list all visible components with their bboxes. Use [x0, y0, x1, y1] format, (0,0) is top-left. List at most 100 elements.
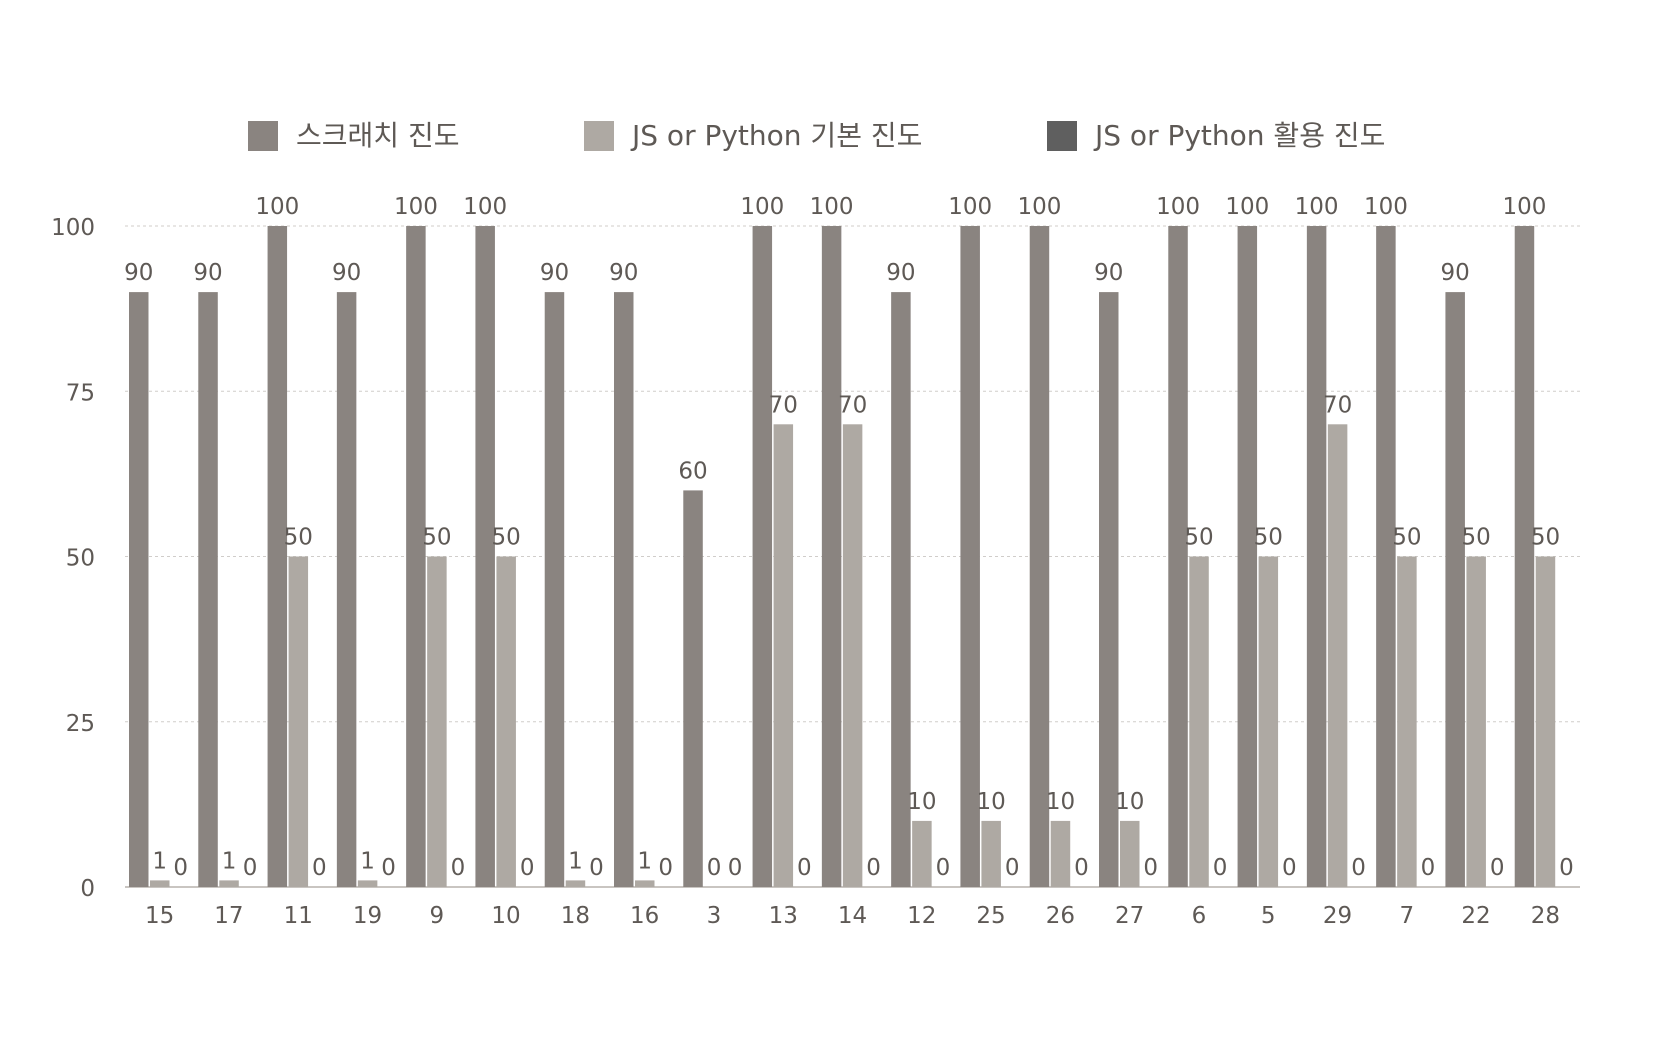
data-label: 50	[1254, 525, 1283, 551]
bars	[129, 226, 1556, 888]
bar-series-1	[1050, 820, 1071, 887]
data-label: 0	[797, 855, 812, 881]
bar-series-0	[336, 292, 357, 888]
data-label: 100	[1503, 194, 1547, 220]
x-tick-label: 16	[630, 903, 659, 929]
bar-series-0	[752, 226, 773, 887]
data-label: 1	[360, 848, 375, 874]
x-tick-label: 7	[1399, 903, 1414, 929]
x-tick-label: 17	[214, 903, 243, 929]
data-label: 100	[1156, 194, 1200, 220]
data-label: 10	[1115, 789, 1144, 815]
x-tick-label: 22	[1461, 903, 1490, 929]
y-tick-label: 100	[51, 215, 95, 241]
data-label: 10	[907, 789, 936, 815]
x-tick-label: 12	[907, 903, 936, 929]
data-label: 100	[394, 194, 438, 220]
bar-series-1	[773, 424, 794, 887]
bar-series-0	[1237, 226, 1258, 887]
y-axis-ticks: 0 25 50 75 100	[51, 215, 95, 902]
bar-series-0	[960, 226, 980, 887]
data-label: 90	[124, 260, 153, 286]
legend-label-scratch: 스크래치 진도	[296, 119, 460, 152]
data-label: 0	[707, 855, 722, 881]
data-label: 90	[193, 260, 222, 286]
bar-series-0	[129, 292, 149, 888]
x-tick-label: 28	[1531, 903, 1560, 929]
data-label: 0	[936, 855, 951, 881]
data-label: 0	[173, 855, 188, 881]
data-label: 50	[1462, 525, 1491, 551]
data-label: 0	[1559, 855, 1574, 881]
x-tick-label: 9	[429, 903, 444, 929]
data-label: 0	[1490, 855, 1505, 881]
bar-series-0	[1306, 226, 1327, 887]
data-label: 0	[312, 855, 327, 881]
data-label: 1	[568, 848, 583, 874]
data-label: 50	[492, 525, 521, 551]
bar-series-0	[1029, 226, 1050, 887]
data-label: 100	[740, 194, 784, 220]
x-tick-label: 5	[1261, 903, 1276, 929]
data-label: 1	[152, 848, 167, 874]
x-tick-label: 29	[1323, 903, 1352, 929]
bar-series-0	[544, 292, 565, 888]
data-label: 100	[1018, 194, 1062, 220]
data-label: 50	[1531, 525, 1560, 551]
data-label: 0	[1143, 855, 1158, 881]
legend-swatch-scratch	[248, 121, 278, 151]
bar-series-1	[496, 556, 516, 887]
x-tick-label: 10	[491, 903, 520, 929]
data-label: 100	[810, 194, 854, 220]
x-tick-label: 18	[561, 903, 590, 929]
x-tick-label: 6	[1192, 903, 1207, 929]
data-label: 0	[381, 855, 396, 881]
data-label: 0	[866, 855, 881, 881]
legend-item-applied: JS or Python 활용 진도	[1047, 118, 1385, 154]
data-label: 0	[451, 855, 466, 881]
data-label: 0	[1282, 855, 1297, 881]
x-tick-label: 26	[1046, 903, 1075, 929]
bar-series-1	[565, 880, 586, 887]
data-label: 60	[678, 458, 707, 484]
data-label: 0	[1213, 855, 1228, 881]
y-tick-label: 50	[66, 546, 95, 572]
bar-series-1	[1327, 424, 1348, 887]
legend-swatch-basic	[584, 121, 614, 151]
bar-series-0	[1099, 292, 1119, 888]
bar-series-0	[1514, 226, 1535, 887]
x-tick-label: 3	[707, 903, 722, 929]
data-label: 0	[1421, 855, 1436, 881]
bar-series-0	[1445, 292, 1465, 888]
data-label: 0	[1074, 855, 1089, 881]
bar-series-0	[821, 226, 842, 887]
bar-series-1	[150, 880, 170, 887]
bar-series-0	[1376, 226, 1396, 887]
data-label: 100	[1364, 194, 1408, 220]
bar-series-0	[891, 292, 911, 888]
legend-item-basic: JS or Python 기본 진도	[584, 118, 922, 154]
data-label: 70	[769, 392, 798, 418]
x-tick-label: 27	[1115, 903, 1144, 929]
x-tick-label: 15	[145, 903, 174, 929]
data-label: 50	[284, 525, 313, 551]
data-label: 0	[1005, 855, 1020, 881]
bar-series-1	[1258, 556, 1279, 887]
bar-series-1	[912, 820, 932, 887]
x-tick-label: 13	[769, 903, 798, 929]
data-label: 10	[1046, 789, 1075, 815]
x-tick-label: 11	[284, 903, 313, 929]
data-label: 10	[977, 789, 1006, 815]
data-label: 50	[422, 525, 451, 551]
bar-series-0	[614, 292, 634, 888]
x-tick-label: 14	[838, 903, 867, 929]
x-tick-label: 25	[976, 903, 1005, 929]
bar-series-1	[1189, 556, 1209, 887]
data-label: 0	[243, 855, 258, 881]
bar-series-0	[406, 226, 426, 887]
bar-series-1	[288, 556, 309, 887]
data-label: 90	[609, 260, 638, 286]
bar-series-0	[198, 292, 218, 888]
